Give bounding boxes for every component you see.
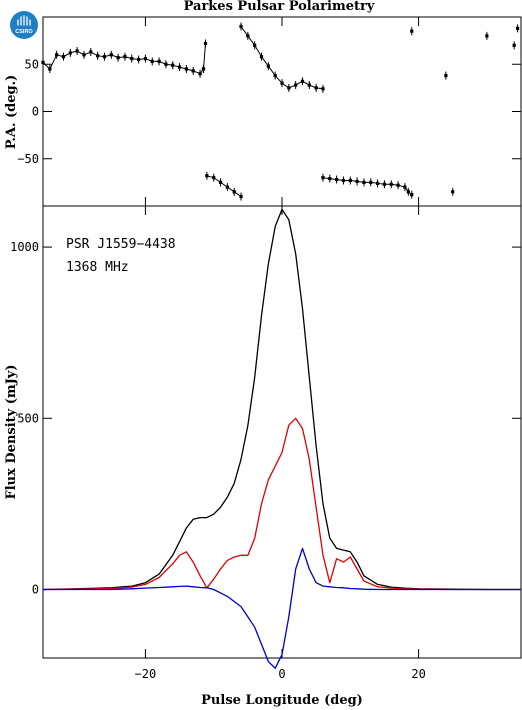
pa-point xyxy=(259,55,264,59)
flux-y-tick-label: 500 xyxy=(17,411,39,425)
frequency-annotation: 1368 MHz xyxy=(66,260,129,275)
flux-y-tick-label: 0 xyxy=(32,583,39,597)
x-tick-label: −20 xyxy=(135,667,157,681)
csiro-logo-text: CSIRO xyxy=(15,29,33,35)
flux-plot-area: 0 500 1000 −20 0 20 xyxy=(10,206,521,681)
pa-y-tick-label: 0 xyxy=(32,105,39,119)
pa-point xyxy=(137,57,141,62)
pa-point xyxy=(266,64,270,68)
pa-axis-label: P.A. (deg.) xyxy=(4,75,19,150)
pa-point xyxy=(184,67,188,71)
csiro-logo: CSIRO xyxy=(10,11,38,39)
pa-point xyxy=(75,49,79,53)
pa-point xyxy=(203,41,208,46)
pa-point xyxy=(116,56,120,60)
pa-point xyxy=(328,176,332,181)
pa-point xyxy=(403,185,407,189)
pa-point xyxy=(485,34,489,38)
pa-y-tick-label: 50 xyxy=(25,57,39,71)
pa-point xyxy=(253,43,257,47)
flux-axis-label: Flux Density (mJy) xyxy=(4,365,19,500)
pa-point xyxy=(335,177,339,182)
pa-y-tick-label: −50 xyxy=(17,152,39,166)
pa-point xyxy=(41,60,45,64)
pa-point xyxy=(273,73,277,78)
pa-point xyxy=(382,182,387,186)
pa-point xyxy=(280,81,284,85)
pa-panel-frame xyxy=(42,16,522,207)
pa-point xyxy=(341,178,346,183)
pa-point xyxy=(410,193,414,197)
x-tick-label: 0 xyxy=(278,667,285,681)
series-circular-line xyxy=(43,547,521,669)
pa-point xyxy=(82,53,86,57)
pa-point xyxy=(300,79,305,83)
pa-point xyxy=(376,181,380,185)
pa-point xyxy=(369,180,373,184)
pa-point xyxy=(102,55,107,59)
pa-point xyxy=(143,56,148,61)
pa-point xyxy=(225,185,229,189)
pa-point xyxy=(321,176,325,180)
pa-point xyxy=(55,53,59,57)
pa-point xyxy=(239,194,243,199)
pa-point xyxy=(287,86,291,90)
pa-point xyxy=(515,26,520,30)
series-linear-line xyxy=(42,417,521,591)
pa-point xyxy=(246,34,250,38)
pa-point xyxy=(48,67,52,71)
pa-point xyxy=(171,63,175,67)
pa-point xyxy=(150,59,154,64)
pa-point xyxy=(451,190,455,194)
pulsar-name-annotation: PSR J1559−4438 xyxy=(66,237,176,252)
pa-point xyxy=(109,53,113,57)
pa-point xyxy=(191,69,195,73)
pa-point xyxy=(307,83,311,87)
pa-point xyxy=(68,51,72,55)
pa-point xyxy=(410,29,414,33)
pa-point xyxy=(355,179,359,184)
pa-point xyxy=(362,180,366,184)
pa-point xyxy=(348,178,352,183)
csiro-logo-mark xyxy=(17,15,31,26)
pa-point xyxy=(164,62,168,66)
pa-point xyxy=(294,83,298,87)
pa-point xyxy=(218,180,223,184)
x-tick-label: 20 xyxy=(411,667,425,681)
series-total-line xyxy=(42,208,521,591)
pa-plot-area: −50 0 50 xyxy=(17,17,521,206)
pa-point xyxy=(61,55,66,59)
x-axis-label: Pulse Longitude (deg) xyxy=(201,693,363,708)
pa-point xyxy=(232,190,236,194)
pa-point xyxy=(389,182,393,186)
pa-point xyxy=(212,176,216,180)
chart-title: Parkes Pulsar Polarimetry xyxy=(184,0,375,14)
pa-trace xyxy=(206,175,242,197)
flux-y-tick-label: 1000 xyxy=(10,240,39,254)
pa-point xyxy=(157,59,161,64)
pa-point xyxy=(201,67,206,71)
pa-point xyxy=(96,54,100,58)
pa-point xyxy=(406,190,410,194)
pa-point xyxy=(205,174,209,178)
pa-point xyxy=(239,24,243,29)
pa-point xyxy=(444,73,448,78)
pa-point xyxy=(396,183,400,187)
pa-point xyxy=(130,56,134,61)
pa-point xyxy=(198,72,202,76)
pa-trace xyxy=(203,43,206,70)
pa-point xyxy=(177,65,182,69)
pa-point xyxy=(89,50,93,54)
pa-point xyxy=(314,86,318,90)
pa-point xyxy=(123,55,127,59)
pa-point xyxy=(321,87,325,91)
pa-point xyxy=(512,43,516,47)
